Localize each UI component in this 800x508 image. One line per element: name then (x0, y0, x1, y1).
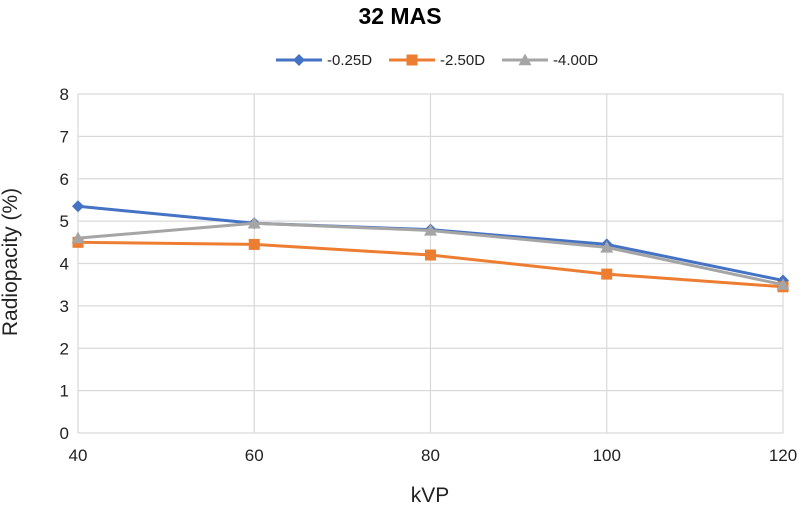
data-point (248, 238, 260, 250)
data-point (72, 200, 84, 213)
series-3 (71, 216, 790, 290)
data-point (600, 240, 614, 253)
gridlines (77, 93, 784, 434)
y-tick-label: 4 (60, 255, 69, 274)
y-tick-label: 8 (60, 85, 69, 104)
y-tick-label: 5 (60, 212, 69, 231)
data-point (71, 231, 85, 244)
y-tick-label: 6 (60, 170, 69, 189)
legend-item: -4.00D (502, 52, 598, 69)
chart-title: 32 MAS (358, 3, 441, 29)
data-point (424, 223, 437, 236)
x-tick-label: 40 (69, 446, 88, 465)
legend-label: -2.50D (440, 52, 485, 69)
y-tick-label: 1 (60, 382, 69, 401)
legend-label: -4.00D (553, 52, 598, 69)
legend-item: -2.50D (389, 52, 485, 69)
legend-marker (518, 53, 532, 66)
data-point (776, 278, 790, 290)
x-axis-label: kVP (411, 484, 450, 507)
y-tick-label: 2 (60, 339, 69, 358)
x-tick-label: 120 (769, 446, 797, 465)
legend-item: -0.25D (276, 52, 372, 69)
y-tick-label: 3 (60, 297, 69, 316)
x-tick-label: 80 (421, 446, 440, 465)
legend-marker (406, 54, 418, 66)
data-point (425, 249, 436, 261)
data-point (247, 216, 261, 229)
y-tick-label: 0 (60, 424, 69, 443)
series-lines (71, 200, 790, 293)
x-tick-label: 100 (593, 446, 621, 465)
data-point (601, 268, 613, 280)
tick-labels: 0 1 2 3 4 5 6 7 8 40 60 80 100 120 (60, 85, 798, 465)
legend: -0.25D -2.50D -4.00D (276, 52, 598, 69)
y-tick-label: 7 (60, 127, 69, 146)
legend-marker (293, 54, 305, 66)
y-axis-label: Radiopacity (%) (0, 188, 22, 336)
x-tick-label: 60 (245, 446, 264, 465)
legend-label: -0.25D (327, 52, 372, 69)
